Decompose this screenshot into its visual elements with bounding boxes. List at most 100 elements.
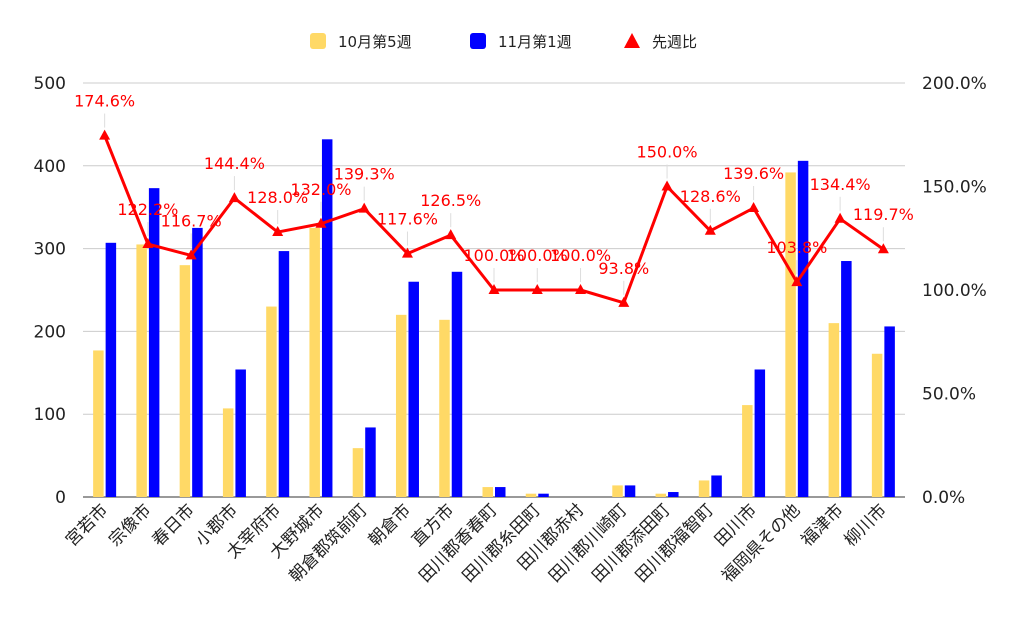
bar-10月第5週 [871,353,883,497]
legend: 10月第5週 11月第1週 先週比 [310,33,697,51]
bar-11月第1週 [538,493,549,497]
line-marker-先週比 [488,284,500,294]
bar-11月第1週 [278,251,290,497]
x-tick-label: 春日市 [148,500,198,550]
line-marker-先週比 [142,238,154,249]
data-label-先週比: 134.4% [810,175,871,194]
y-right-tick-label: 200.0% [922,74,987,94]
bar-10月第5週 [179,265,191,497]
bar-10月第5週 [439,319,450,497]
bar-10月第5週 [266,306,277,497]
legend-swatch [470,33,486,49]
bar-11月第1週 [451,271,463,497]
bar-11月第1週 [495,487,506,497]
y-right-tick-label: 0.0% [922,488,965,508]
line-marker-先週比 [99,129,111,140]
data-label-先週比: 128.0% [247,188,308,207]
x-tick-label: 柳川市 [841,500,891,550]
bar-11月第1週 [105,242,117,497]
data-label-先週比: 100.0% [550,246,611,265]
bar-10月第5週 [136,244,147,497]
bar-11月第1週 [711,475,722,497]
x-tick-label: 宮若市 [62,500,112,550]
y-axis-right: 0.0% 50.0% 100.0% 150.0% 200.0% [922,74,987,508]
line-marker-先週比 [704,224,716,235]
line-marker-先週比 [531,284,543,294]
y-left-tick-label: 100 [34,405,66,425]
x-tick-label: 朝倉市 [365,500,415,550]
data-label-先週比: 122.2% [117,200,178,219]
line-marker-先週比 [661,180,673,191]
legend-swatch [624,33,640,48]
data-label-先週比: 139.3% [334,165,395,184]
bar-11月第1週 [797,160,809,497]
data-label-先週比: 117.6% [377,210,438,229]
bar-11月第1週 [668,492,679,497]
bar-11月第1週 [235,369,246,497]
y-right-tick-label: 50.0% [922,385,976,405]
line-marker-先週比 [618,296,630,307]
legend-label: 10月第5週 [338,33,412,51]
y-right-tick-label: 150.0% [922,178,987,198]
data-label-先週比: 119.7% [853,205,914,224]
line-marker-先週比 [315,217,327,228]
bar-10月第5週 [395,314,407,497]
bar-11月第1週 [365,427,376,497]
legend-label: 先週比 [652,33,697,51]
bar-10月第5週 [482,487,493,497]
line-marker-先週比 [185,249,197,260]
bar-11月第1週 [321,139,333,497]
bar-11月第1週 [884,326,895,497]
data-label-先週比: 132.0% [290,180,351,199]
line-marker-先週比 [272,226,284,237]
line-marker-先週比 [791,276,803,287]
line-marker-先週比 [877,243,889,254]
y-right-tick-label: 100.0% [922,281,987,301]
data-label-先週比: 100.0% [463,246,524,265]
legend-swatch [310,33,326,49]
data-label-先週比: 126.5% [420,191,481,210]
bar-10月第5週 [828,323,840,497]
bars [93,139,895,497]
data-label-先週比: 139.6% [723,164,784,183]
gridlines [83,82,905,498]
bar-10月第5週 [742,405,753,497]
x-tick-label: 宗像市 [105,500,155,550]
y-left-tick-label: 0 [55,488,66,508]
line-marker-先週比 [228,192,240,203]
line-marker-先週比 [575,284,587,294]
line-marker-先週比 [445,229,457,240]
data-label-先週比: 93.8% [598,259,649,278]
bar-10月第5週 [309,227,320,497]
bar-10月第5週 [698,480,710,497]
bar-11月第1週 [624,485,636,497]
data-label-先週比: 144.4% [204,154,265,173]
bar-10月第5週 [93,350,104,497]
data-label-先週比: 128.6% [680,187,741,206]
legend-label: 11月第1週 [498,33,572,51]
bar-11月第1週 [754,369,766,497]
y-left-tick-label: 400 [34,157,66,177]
bar-11月第1週 [841,261,852,497]
bar-11月第1週 [408,281,419,497]
bar-10月第5週 [222,408,234,497]
line-marker-先週比 [358,202,370,213]
line-marker-先週比 [834,212,846,223]
y-axis-left: 0 100 200 300 400 500 [34,74,66,508]
data-label-先週比: 174.6% [74,92,135,111]
line-marker-先週比 [748,202,760,213]
y-left-tick-label: 200 [34,322,66,342]
data-label-先週比: 150.0% [637,143,698,162]
line-marker-先週比 [401,247,413,258]
data-label-先週比: 103.8% [766,238,827,257]
data-label-先週比: 116.7% [161,211,222,230]
bar-10月第5週 [525,493,537,497]
bar-10月第5週 [352,448,364,497]
x-tick-label: 福津市 [797,500,847,550]
y-left-tick-label: 300 [34,240,66,260]
bar-10月第5週 [785,172,796,497]
bar-10月第5週 [612,485,623,497]
x-axis: 宮若市宗像市春日市小郡市太宰府市大野城市朝倉郡筑前町朝倉市直方市田川郡香春町田川… [62,500,891,586]
bar-10月第5週 [655,493,667,497]
